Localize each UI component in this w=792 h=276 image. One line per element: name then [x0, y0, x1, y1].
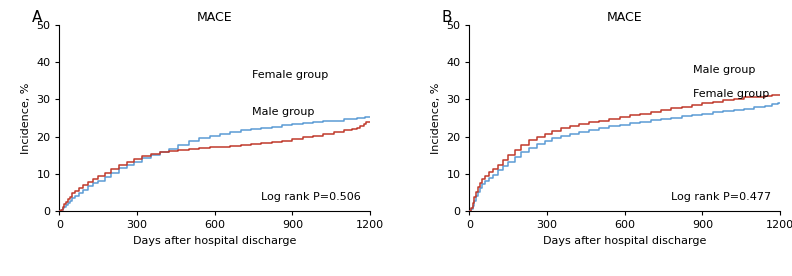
Y-axis label: Incidence, %: Incidence, %	[431, 82, 441, 154]
Text: Female group: Female group	[693, 89, 769, 99]
Text: Male group: Male group	[252, 107, 314, 117]
Text: A: A	[32, 10, 42, 25]
Text: Male group: Male group	[693, 65, 756, 75]
Text: B: B	[441, 10, 452, 25]
Title: MACE: MACE	[607, 11, 642, 24]
X-axis label: Days after hospital discharge: Days after hospital discharge	[133, 236, 296, 246]
Text: Log rank P=0.506: Log rank P=0.506	[261, 192, 360, 202]
X-axis label: Days after hospital discharge: Days after hospital discharge	[543, 236, 706, 246]
Title: MACE: MACE	[197, 11, 233, 24]
Text: Female group: Female group	[252, 70, 328, 80]
Text: Log rank P=0.477: Log rank P=0.477	[671, 192, 771, 202]
Y-axis label: Incidence, %: Incidence, %	[21, 82, 31, 154]
